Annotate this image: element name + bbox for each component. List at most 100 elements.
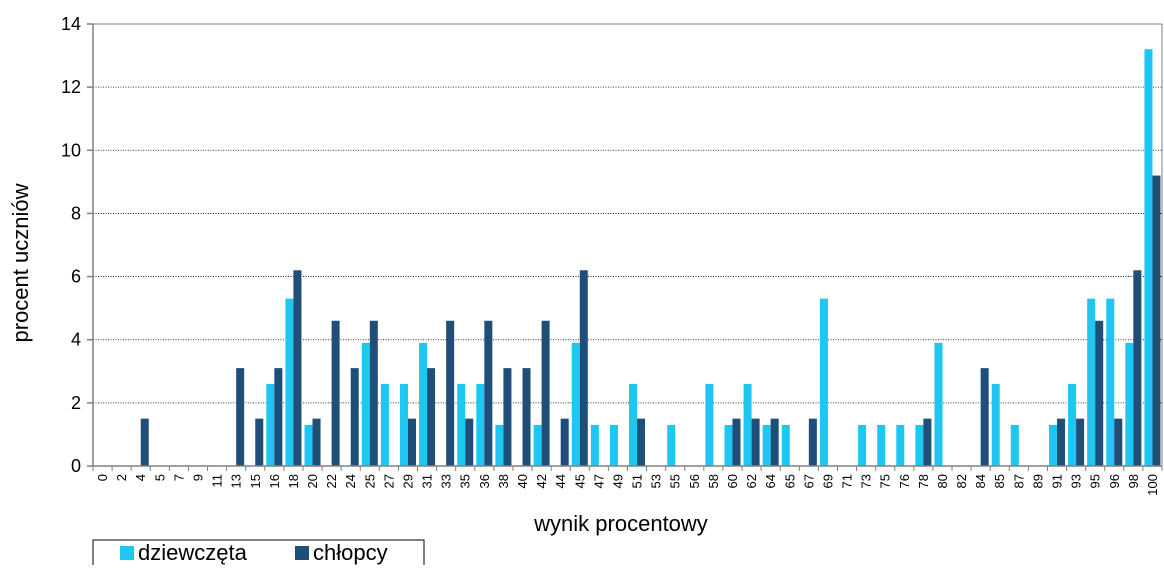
bar-dziewczeta-87 (1010, 424, 1019, 466)
bar-dziewczeta-27 (380, 383, 389, 466)
legend: dziewczęta chłopcy (92, 539, 425, 570)
bar-dziewczeta-20 (304, 424, 313, 466)
bar-dziewczeta-80 (934, 342, 943, 466)
bar-dziewczeta-78 (915, 424, 924, 466)
y-tick-labels: 0 2 4 6 8 10 12 14 (61, 14, 81, 476)
y-axis-label: procent uczniów (8, 183, 33, 342)
bar-dziewczeta-29 (399, 383, 408, 466)
x-tick-label-78: 78 (916, 474, 931, 488)
bar-dziewczeta-16 (266, 383, 275, 466)
x-tick-label-11: 11 (210, 474, 225, 488)
x-tick-label-53: 53 (649, 474, 664, 488)
bar-chlopcy-15 (255, 418, 264, 466)
x-tick-label-55: 55 (668, 474, 683, 488)
bar-dziewczeta-98 (1125, 342, 1134, 466)
bar-dziewczeta-64 (762, 424, 771, 466)
bar-chlopcy-84 (980, 368, 989, 466)
x-tick-label-31: 31 (420, 474, 435, 488)
bar-chlopcy-38 (503, 368, 512, 466)
bar-chlopcy-4 (140, 418, 149, 466)
x-tick-label-96: 96 (1107, 474, 1122, 488)
bar-chlopcy-44 (560, 418, 569, 466)
bar-chlopcy-42 (541, 320, 550, 466)
x-tick-label-29: 29 (400, 474, 415, 488)
bar-chlopcy-96 (1114, 418, 1123, 466)
bar-chlopcy-95 (1095, 320, 1104, 466)
x-tick-label-13: 13 (229, 474, 244, 488)
bar-dziewczeta-91 (1048, 424, 1058, 466)
y-tick-label-0: 0 (71, 456, 81, 476)
bar-dziewczeta-60 (724, 424, 733, 466)
x-tick-label-87: 87 (1011, 474, 1026, 488)
y-tick-label-4: 4 (71, 330, 81, 350)
y-tick-label-8: 8 (71, 203, 81, 223)
x-tick-label-22: 22 (324, 474, 339, 488)
bar-dziewczeta-49 (609, 424, 618, 466)
x-tick-label-45: 45 (572, 474, 587, 488)
bar-chlopcy-93 (1076, 418, 1085, 466)
bars (140, 49, 1161, 467)
bar-chlopcy-18 (293, 270, 302, 466)
legend-label-dziewczeta: dziewczęta (138, 540, 248, 565)
bar-dziewczeta-69 (819, 298, 828, 466)
bar-dziewczeta-36 (476, 383, 485, 466)
y-tick-label-14: 14 (61, 14, 81, 34)
bar-chlopcy-31 (427, 368, 436, 466)
x-tick-label-5: 5 (152, 474, 167, 481)
bar-chlopcy-16 (274, 368, 283, 466)
bar-chlopcy-20 (312, 418, 321, 466)
bar-chlopcy-40 (522, 368, 531, 466)
x-tick-label-51: 51 (630, 474, 645, 488)
bar-dziewczeta-45 (571, 342, 580, 466)
x-tick-label-85: 85 (992, 474, 1007, 488)
x-tick-label-33: 33 (439, 474, 454, 488)
x-tick-label-44: 44 (553, 474, 568, 488)
x-tick-label-98: 98 (1126, 474, 1141, 488)
grid-lines (93, 23, 1162, 404)
x-tick-label-82: 82 (954, 474, 969, 488)
x-tick-label-40: 40 (515, 474, 530, 488)
bar-dziewczeta-65 (781, 424, 790, 466)
bar-dziewczeta-75 (877, 424, 886, 466)
x-tick-label-58: 58 (706, 474, 721, 488)
x-tick-label-25: 25 (362, 474, 377, 488)
x-axis-label: wynik procentowy (533, 511, 708, 536)
x-tick-label-35: 35 (458, 474, 473, 488)
legend-label-chlopcy: chłopcy (313, 540, 388, 565)
x-tick-label-0: 0 (95, 474, 110, 481)
x-tick-label-84: 84 (973, 474, 988, 488)
bar-dziewczeta-100 (1144, 49, 1153, 466)
bar-dziewczeta-85 (991, 383, 1000, 466)
bar-chlopcy-51 (637, 418, 646, 466)
y-tick-label-12: 12 (61, 77, 81, 97)
x-tick-label-9: 9 (190, 474, 205, 481)
x-tick-label-64: 64 (763, 474, 778, 488)
x-tick-label-89: 89 (1030, 474, 1045, 488)
x-tick-label-16: 16 (267, 474, 282, 488)
x-tick-label-2: 2 (114, 474, 129, 481)
x-tick-label-69: 69 (820, 474, 835, 488)
bar-chlopcy-78 (923, 418, 932, 466)
x-tick-label-4: 4 (133, 474, 148, 481)
x-tick-label-7: 7 (171, 474, 186, 481)
x-tick-label-67: 67 (801, 474, 816, 488)
x-tick-labels: 0 2 4 5 7 9 11 13 15 16 18 20 22 24 25 27 29 31 33 35 36 38 40… (95, 474, 1160, 496)
bar-chlopcy-35 (465, 418, 474, 466)
bar-chlopcy-36 (484, 320, 493, 466)
bar-dziewczeta-35 (457, 383, 466, 466)
y-tick-label-10: 10 (61, 140, 81, 160)
bar-chlopcy-25 (369, 320, 378, 466)
bar-chlopcy-45 (579, 270, 588, 466)
x-tick-label-73: 73 (859, 474, 874, 488)
legend-swatch-chlopcy (295, 546, 309, 560)
x-tick-label-71: 71 (840, 474, 855, 488)
x-tick-label-24: 24 (343, 474, 358, 488)
x-tick-label-62: 62 (744, 474, 759, 488)
y-tick-label-6: 6 (71, 267, 81, 287)
bar-chlopcy-91 (1057, 418, 1066, 466)
bar-dziewczeta-51 (629, 383, 638, 466)
bar-dziewczeta-18 (285, 298, 294, 466)
bar-chlopcy-29 (407, 418, 416, 466)
x-tick-label-91: 91 (1050, 474, 1065, 488)
